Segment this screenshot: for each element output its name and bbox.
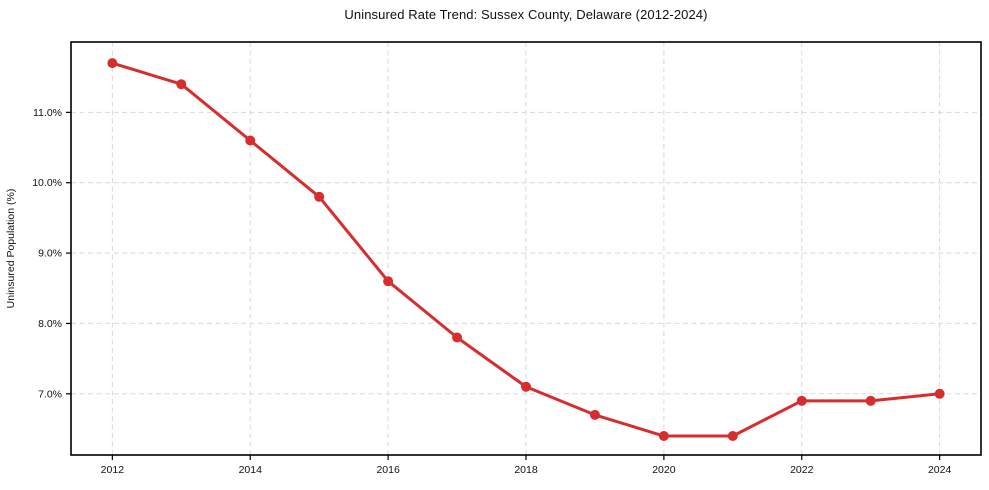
y-tick-label: 9.0% xyxy=(38,248,62,260)
data-point-2023 xyxy=(865,395,876,406)
data-point-2017 xyxy=(452,332,463,343)
x-tick-label: 2018 xyxy=(514,464,538,476)
data-point-2014 xyxy=(245,135,256,146)
data-point-2013 xyxy=(176,79,187,90)
data-point-2018 xyxy=(521,381,531,392)
x-tick-label: 2012 xyxy=(101,464,125,476)
data-point-2019 xyxy=(589,409,600,420)
data-point-2021 xyxy=(727,431,738,442)
y-tick-label: 7.0% xyxy=(38,388,62,400)
data-point-2022 xyxy=(796,395,807,406)
y-axis-label: Uninsured Population (%) xyxy=(5,189,17,309)
data-point-2012 xyxy=(107,58,118,69)
data-point-2024 xyxy=(934,388,945,399)
x-tick-label: 2016 xyxy=(376,464,400,476)
data-point-2015 xyxy=(314,191,325,202)
chart-title: Uninsured Rate Trend: Sussex County, Del… xyxy=(344,7,708,22)
x-tick-label: 2014 xyxy=(239,464,263,476)
y-tick-label: 10.0% xyxy=(32,177,62,189)
y-tick-label: 8.0% xyxy=(38,318,62,330)
x-tick-label: 2022 xyxy=(790,464,814,476)
y-tick-label: 11.0% xyxy=(33,107,62,119)
axes-box xyxy=(70,41,982,456)
x-tick-label: 2020 xyxy=(652,464,676,476)
data-point-2020 xyxy=(658,431,669,442)
x-tick-label: 2024 xyxy=(928,464,952,476)
data-point-2016 xyxy=(383,276,394,287)
